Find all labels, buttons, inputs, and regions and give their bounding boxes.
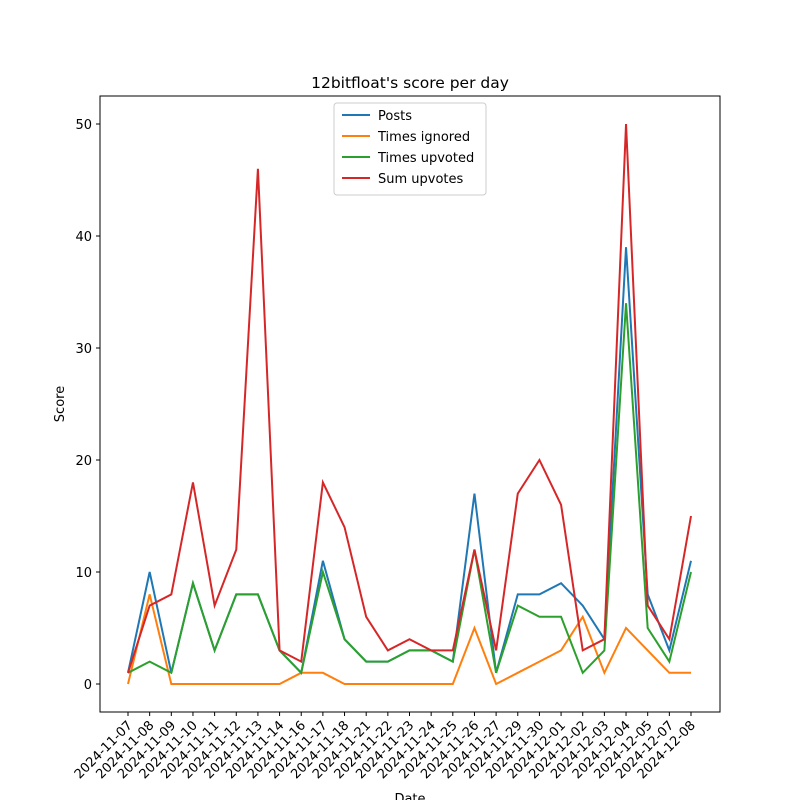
chart-title: 12bitfloat's score per day <box>311 74 509 92</box>
x-axis-label: Date <box>394 792 425 800</box>
y-tick-label: 30 <box>75 342 92 357</box>
legend-label: Times ignored <box>377 130 470 145</box>
y-tick-label: 0 <box>84 678 92 693</box>
y-tick-label: 50 <box>75 118 92 133</box>
legend-label: Times upvoted <box>377 151 474 166</box>
series-line <box>127 594 691 686</box>
legend: Posts Times ignored Times upvoted Sum upvot… <box>333 102 487 196</box>
legend-label: Sum upvotes <box>378 172 464 187</box>
y-tick-label: 40 <box>75 230 92 245</box>
y-axis-label: Score <box>53 386 68 422</box>
series-line <box>127 303 692 675</box>
legend-label: Posts <box>378 109 412 124</box>
y-tick-label: 20 <box>75 454 92 469</box>
legend-box <box>333 102 487 196</box>
y-tick-label: 10 <box>75 566 92 581</box>
plot-frame <box>99 95 721 713</box>
series-line <box>127 123 692 674</box>
